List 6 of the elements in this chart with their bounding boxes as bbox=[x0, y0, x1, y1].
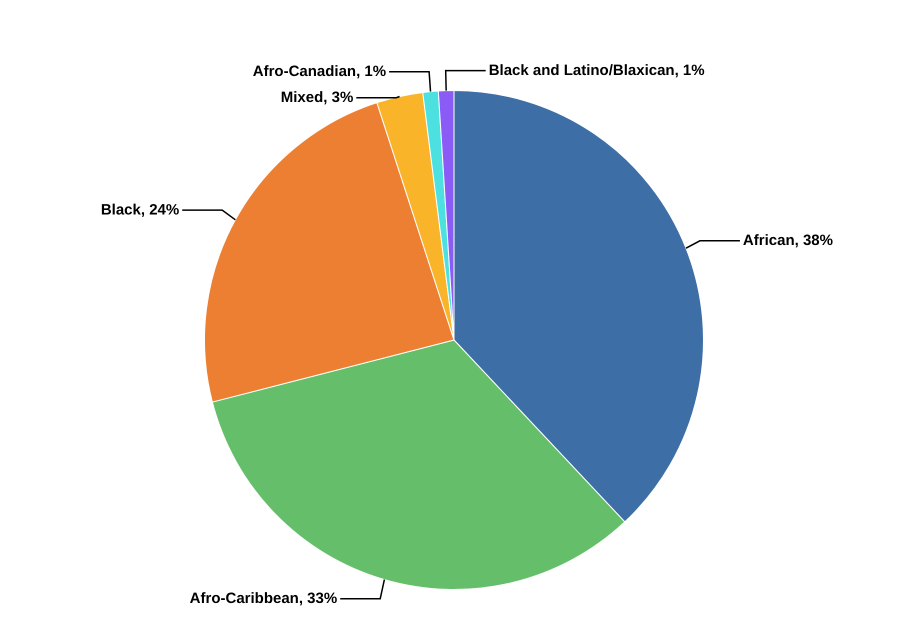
slice-label: Black and Latino/Blaxican, 1% bbox=[488, 62, 705, 79]
slice-label: Mixed, 3% bbox=[280, 88, 354, 106]
slice-label: Black, 24% bbox=[100, 201, 180, 218]
slice-label: African, 38% bbox=[742, 232, 833, 249]
slice-label: Afro-Canadian, 1% bbox=[252, 62, 386, 80]
slice-label: Afro-Caribbean, 33% bbox=[190, 590, 338, 607]
